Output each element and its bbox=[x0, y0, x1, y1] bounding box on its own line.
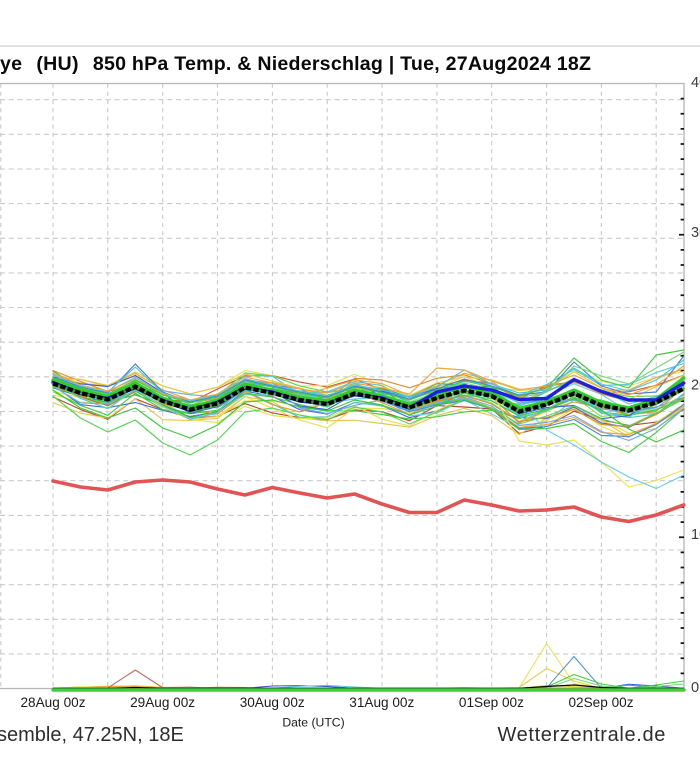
svg-text:Wetterzentrale.de: Wetterzentrale.de bbox=[497, 724, 666, 746]
svg-text:10: 10 bbox=[691, 527, 700, 543]
svg-text:0: 0 bbox=[691, 680, 699, 696]
svg-text:30Aug 00z: 30Aug 00z bbox=[240, 695, 305, 710]
svg-text:28Aug 00z: 28Aug 00z bbox=[20, 695, 85, 710]
svg-text:semble, 47.25N, 18E: semble, 47.25N, 18E bbox=[0, 724, 184, 746]
svg-text:01Sep 00z: 01Sep 00z bbox=[459, 695, 524, 710]
svg-text:40: 40 bbox=[691, 75, 700, 91]
svg-text:ye (HU) 850 hPa Temp. & Nied: ye (HU) 850 hPa Temp. & Niederschlag | T… bbox=[0, 53, 591, 75]
svg-text:02Sep 00z: 02Sep 00z bbox=[568, 695, 633, 710]
svg-text:30: 30 bbox=[691, 225, 700, 241]
svg-text:31Aug 00z: 31Aug 00z bbox=[349, 695, 414, 710]
svg-text:29Aug 00z: 29Aug 00z bbox=[130, 695, 195, 710]
svg-text:Date (UTC): Date (UTC) bbox=[282, 716, 344, 730]
svg-text:20: 20 bbox=[691, 378, 700, 394]
